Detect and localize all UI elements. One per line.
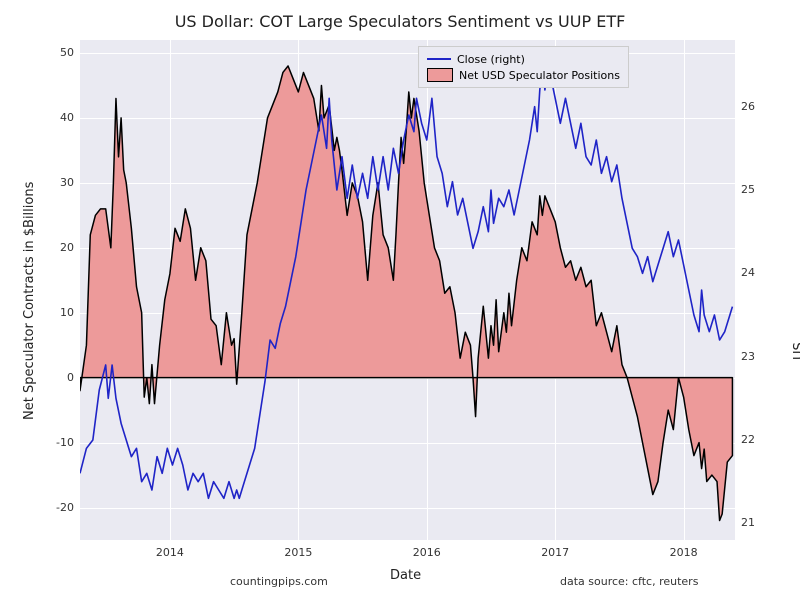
legend-item: Net USD Speculator Positions xyxy=(427,67,620,83)
footnote-right: data source: cftc, reuters xyxy=(560,575,698,588)
legend-label: Close (right) xyxy=(457,53,525,66)
y-tick-left: 10 xyxy=(34,306,74,319)
legend-swatch-line xyxy=(427,58,451,60)
chart-container: US Dollar: COT Large Speculators Sentime… xyxy=(0,0,800,598)
y-tick-right: 25 xyxy=(741,183,781,196)
legend-swatch-patch xyxy=(427,68,453,82)
legend-item: Close (right) xyxy=(427,51,620,67)
y-tick-left: 30 xyxy=(34,176,74,189)
y-tick-left: -10 xyxy=(34,436,74,449)
y-tick-right: 23 xyxy=(741,350,781,363)
y-tick-left: 0 xyxy=(34,371,74,384)
y-tick-left: 40 xyxy=(34,111,74,124)
y-tick-right: 26 xyxy=(741,100,781,113)
legend: Close (right) Net USD Speculator Position… xyxy=(418,46,629,88)
x-tick: 2017 xyxy=(525,546,585,559)
y-tick-left: 50 xyxy=(34,46,74,59)
footnote-left: countingpips.com xyxy=(230,575,328,588)
y-axis-label-left: Net Speculator Contracts in $Billions xyxy=(22,182,37,420)
plot-svg xyxy=(0,0,800,598)
x-axis-label: Date xyxy=(390,568,421,583)
legend-label: Net USD Speculator Positions xyxy=(459,69,620,82)
x-tick: 2014 xyxy=(140,546,200,559)
y-axis-label-right: US Dollar UUP ETF xyxy=(792,322,800,361)
y-tick-right: 24 xyxy=(741,266,781,279)
y-tick-right: 21 xyxy=(741,516,781,529)
x-tick: 2018 xyxy=(654,546,714,559)
x-tick: 2015 xyxy=(268,546,328,559)
y-tick-right: 22 xyxy=(741,433,781,446)
y-tick-left: -20 xyxy=(34,501,74,514)
area-series-net-usd-speculator-positions xyxy=(80,66,732,521)
y-tick-left: 20 xyxy=(34,241,74,254)
x-tick: 2016 xyxy=(397,546,457,559)
